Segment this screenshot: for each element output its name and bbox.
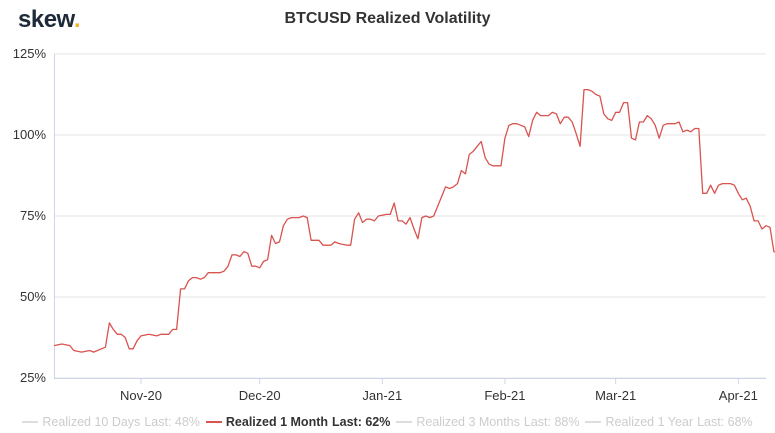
volatility-chart: 25% 50% 75% 100% 125% Nov-20 Dec-20 Jan-21 Feb-…	[13, 46, 775, 403]
legend-item-realized-1-year[interactable]: Realized 1 Year Last: 68%	[585, 415, 753, 429]
x-tick-label: Jan-21	[362, 388, 402, 403]
legend-item-realized-3-months[interactable]: Realized 3 Months Last: 88%	[396, 415, 579, 429]
logo-dot: .	[73, 6, 81, 33]
legend-last-value: Last: 62%	[332, 415, 391, 429]
legend-swatch	[396, 421, 413, 423]
y-tick-label: 75%	[20, 208, 46, 223]
series-line-realized-1-month	[53, 88, 775, 353]
x-tick-label: Nov-20	[120, 388, 162, 403]
legend-label: Realized 10 Days	[42, 415, 141, 429]
legend-last-value: Last: 68%	[697, 415, 753, 429]
x-axis: Nov-20 Dec-20 Jan-21 Feb-21 Mar-21 Apr-21	[54, 378, 766, 403]
legend-last-value: Last: 88%	[523, 415, 580, 429]
x-tick-label: Feb-21	[484, 388, 525, 403]
legend-swatch	[22, 421, 39, 423]
grid-lines	[54, 53, 766, 379]
y-tick-label: 50%	[20, 289, 46, 304]
skew-logo: skew.	[18, 6, 81, 34]
legend-swatch	[585, 421, 602, 423]
y-tick-label: 100%	[13, 127, 47, 142]
x-tick-label: Mar-21	[595, 388, 636, 403]
y-tick-label: 25%	[20, 370, 46, 385]
legend-item-realized-10-days[interactable]: Realized 10 Days Last: 48%	[22, 415, 200, 429]
legend: Realized 10 Days Last: 48% Realized 1 Mo…	[0, 412, 775, 432]
legend-swatch	[205, 421, 222, 423]
legend-label: Realized 1 Year	[605, 415, 694, 429]
legend-item-realized-1-month[interactable]: Realized 1 Month Last: 62%	[205, 415, 391, 429]
legend-last-value: Last: 48%	[144, 415, 200, 429]
x-tick-label: Dec-20	[239, 388, 281, 403]
logo-text: skew	[18, 6, 74, 33]
legend-label: Realized 1 Month	[225, 415, 328, 429]
series-layer	[53, 88, 775, 353]
x-tick-label: Apr-21	[719, 388, 758, 403]
y-tick-label: 125%	[13, 46, 47, 61]
legend-label: Realized 3 Months	[416, 415, 520, 429]
y-axis: 25% 50% 75% 100% 125%	[13, 46, 55, 385]
chart-title: BTCUSD Realized Volatility	[284, 10, 491, 27]
